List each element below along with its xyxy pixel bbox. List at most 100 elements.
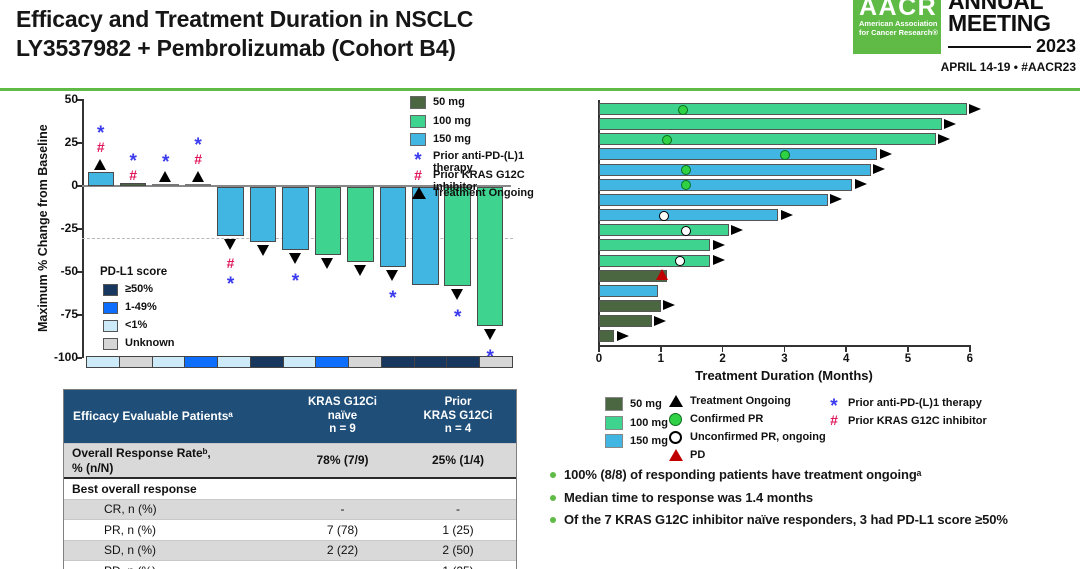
waterfall-bar — [217, 186, 244, 237]
legend-asterisk-icon: * — [830, 396, 838, 417]
bullet-dot — [550, 494, 556, 501]
pdl1-legend-swatch — [103, 302, 118, 314]
header-divider — [0, 88, 1080, 91]
annual-meeting-line1: ANNUAL — [948, 0, 1044, 14]
waterfall-y-tick — [76, 142, 82, 144]
ongoing-down-marker — [451, 289, 464, 301]
waterfall-bar — [249, 186, 277, 242]
ongoing-right-marker — [712, 239, 725, 250]
table-header-prior: Prior KRAS G12Ci n = 4 — [423, 396, 493, 436]
swimmer-legend-swatch-150mg — [605, 434, 623, 448]
waterfall-bar — [87, 172, 114, 186]
waterfall-y-tick — [76, 271, 82, 273]
ongoing-right-marker — [879, 148, 892, 159]
table-header-row: Efficacy Evaluable Patientsᵃ KRAS G12Ci … — [64, 390, 516, 443]
swimmer-bar — [599, 193, 828, 206]
ongoing-up-marker — [191, 170, 204, 182]
pdl1-strip-cell — [218, 357, 251, 367]
swimmer-legend-label: PD — [690, 449, 706, 461]
confirmed-pr-dot — [681, 180, 692, 191]
pdl1-strip-cell — [185, 357, 219, 367]
pd1-asterisk-marker: * — [161, 151, 170, 173]
swimmer-x-tick-label: 6 — [966, 353, 973, 365]
pdl1-strip-cell — [414, 357, 448, 367]
ongoing-down-marker — [288, 253, 301, 265]
swimmer-legend-label: 100 mg — [630, 416, 668, 429]
swimmer-x-tick-label: 2 — [719, 353, 726, 365]
ongoing-right-marker — [873, 164, 886, 175]
ongoing-down-marker — [386, 270, 399, 282]
swimmer-x-tick-label: 1 — [657, 353, 664, 365]
table-cell: 7 (78) — [326, 522, 359, 537]
waterfall-y-axis-line — [82, 99, 84, 358]
unconfirmed-pr-dot — [681, 225, 692, 236]
swimmer-legend-label: Treatment Ongoing — [690, 395, 791, 407]
table-cell: 25% (1/4) — [431, 453, 485, 468]
pd1-asterisk-marker: * — [453, 307, 462, 329]
pdl1-legend-title: PD-L1 score — [100, 266, 168, 278]
ongoing-right-marker — [731, 224, 744, 235]
swimmer-x-tick — [969, 346, 971, 352]
table-cell: 2 (50) — [442, 543, 474, 557]
waterfall-legend-label: 100 mg — [433, 114, 471, 127]
swimmer-x-tick-label: 4 — [842, 353, 850, 365]
pdl1-legend-swatch — [103, 338, 118, 350]
waterfall-y-tick-label: 25 — [64, 135, 78, 149]
swimmer-x-tick — [783, 346, 786, 352]
swimmer-legend-swatch-100mg — [605, 415, 623, 430]
pd-marker — [655, 268, 668, 280]
swimmer-x-tick-label: 0 — [595, 353, 603, 365]
ongoing-down-marker — [353, 265, 366, 277]
waterfall-bar — [282, 186, 309, 251]
waterfall-y-tick-label: -75 — [60, 307, 78, 321]
waterfall-y-tick-label: -25 — [60, 221, 78, 235]
waterfall-legend-swatch-50mg — [410, 96, 426, 109]
efficacy-table: Efficacy Evaluable Patientsᵃ KRAS G12Ci … — [63, 389, 517, 569]
bullet-item: Of the 7 KRAS G12C inhibitor naïve respo… — [564, 512, 1008, 527]
table-cell: 1 (25) — [442, 522, 474, 537]
swimmer-bar — [599, 254, 711, 267]
table-row: CR, n (%) - - — [64, 498, 516, 519]
swimmer-bar — [599, 163, 871, 176]
swimmer-x-axis-line — [598, 345, 971, 347]
ongoing-right-marker — [663, 300, 676, 311]
confirmed-pr-dot — [662, 134, 673, 145]
waterfall-y-tick — [76, 99, 82, 101]
ongoing-down-marker — [256, 244, 269, 256]
pdl1-strip-cell — [349, 357, 382, 367]
table-body: Overall Response Rateᵇ, % (n/N) 78% (7/9)… — [64, 443, 516, 569]
swimmer-bar — [599, 118, 942, 131]
table-cell: Overall Response Rateᵇ, % (n/N) — [72, 446, 211, 475]
ongoing-right-marker — [944, 118, 957, 129]
confirmed-pr-dot — [779, 149, 790, 160]
swimmer-legend-label: Prior anti-PD-(L)1 therapy — [848, 397, 982, 409]
waterfall-legend-label: Prior anti-PD-(L)1 therapy — [433, 150, 525, 174]
table-cell: PD, n (%) — [64, 564, 283, 569]
legend-hash-icon: # — [830, 412, 838, 428]
pdl1-legend-label: <1% — [125, 319, 148, 331]
ongoing-down-marker — [321, 258, 334, 270]
pdl1-legend-label: Unknown — [125, 337, 175, 349]
pdl1-legend-label: 1-49% — [125, 301, 157, 313]
swimmer-legend-label: 50 mg — [630, 398, 662, 410]
waterfall-bar — [314, 186, 342, 256]
aacr-logo-org-line1: American Association — [859, 19, 938, 28]
aacr-logo-acronym: AACR — [859, 0, 938, 21]
ongoing-right-marker — [654, 315, 667, 326]
waterfall-zero-line — [82, 185, 511, 187]
swimmer-bar — [599, 224, 729, 237]
waterfall-legend-label: Treatment Ongoing — [433, 187, 534, 199]
pdl1-strip-cell — [152, 357, 186, 367]
swimmer-legend-label: 150 mg — [630, 435, 668, 447]
title-line-1: Efficacy and Treatment Duration in NSCLC — [16, 6, 474, 32]
swimmer-bar — [599, 299, 661, 312]
table-cell: - — [456, 502, 460, 516]
swimmer-bar — [599, 133, 936, 146]
waterfall-legend-label: Prior KRAS G12C inhibitor — [433, 168, 525, 193]
pdl1-legend-swatch — [103, 284, 118, 296]
bullet-dot — [550, 517, 556, 523]
title-line-2: LY3537982 + Pembrolizumab (Cohort B4) — [16, 34, 456, 61]
swimmer-bar — [599, 209, 779, 222]
pdl1-strip-cell — [316, 357, 350, 367]
table-cell: 78% (7/9) — [316, 453, 369, 468]
